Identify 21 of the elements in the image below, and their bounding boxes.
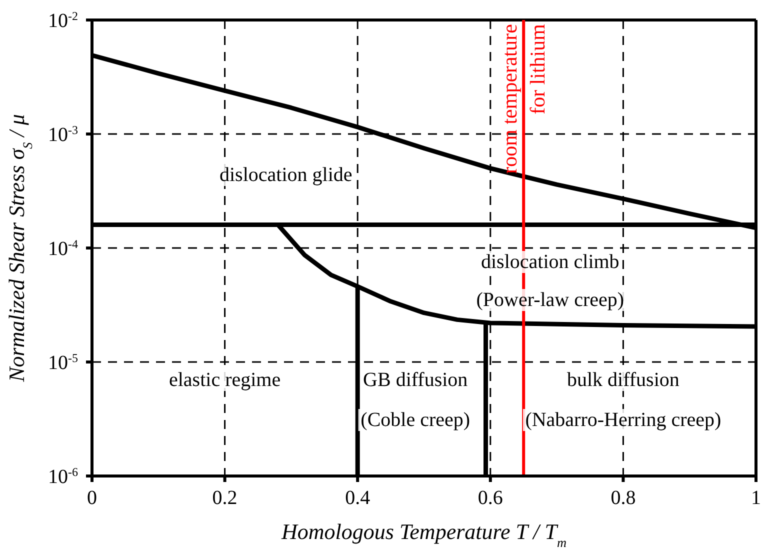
annotation: GB diffusion <box>361 369 470 392</box>
y-tick-label: 10$^{-6}$ <box>48 465 78 488</box>
annotation: elastic regime <box>166 369 283 392</box>
annotation: bulk diffusion <box>564 369 682 392</box>
x-tick-label: 0 <box>87 487 97 509</box>
annotation: (Coble creep) <box>358 408 472 431</box>
annotation: (Power-law creep) <box>474 288 626 311</box>
annotation: dislocation climb <box>479 250 622 273</box>
x-tick-label: 1 <box>751 487 761 509</box>
annotation: dislocation glide <box>217 164 354 186</box>
x-tick-label: 0.2 <box>212 487 238 509</box>
y-tick-label: 10$^{-5}$ <box>48 351 78 374</box>
y-tick-label: 10$^{-2}$ <box>48 9 78 32</box>
x-tick-label: 0.6 <box>478 487 503 509</box>
x-tick-label: 0.4 <box>345 487 370 509</box>
ref-line-label: room temperature for lithium <box>498 24 550 174</box>
y-tick-label: 10$^{-4}$ <box>48 237 78 260</box>
y-tick-label: 10$^{-3}$ <box>48 123 78 146</box>
x-tick-label: 0.8 <box>610 487 636 509</box>
annotation: (Nabarro-Herring creep) <box>523 408 724 431</box>
x-axis-title: Homologous Temperature T / T$_{m}$ <box>280 519 566 549</box>
